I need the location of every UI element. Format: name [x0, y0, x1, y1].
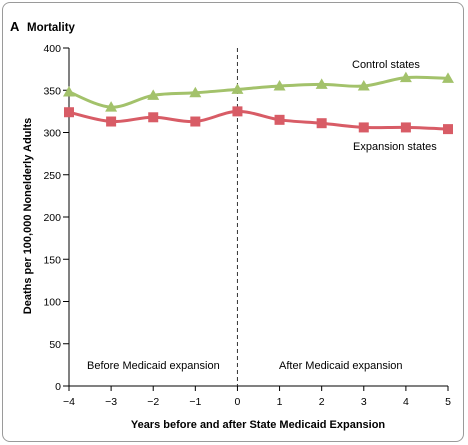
- control-states-point: [273, 80, 286, 91]
- expansion-states-point: [358, 122, 369, 133]
- expansion-states-point: [274, 114, 285, 125]
- y-tick-label: 50: [49, 339, 61, 351]
- expansion-states-point: [232, 106, 243, 117]
- x-tick-label: 3: [361, 396, 367, 408]
- y-tick-label: 300: [43, 128, 61, 140]
- series-layer: [63, 71, 454, 135]
- y-tick-label: 250: [43, 170, 61, 182]
- y-tick-label: 200: [43, 212, 61, 224]
- y-tick-label: 150: [43, 254, 61, 266]
- x-tick-label: −2: [147, 396, 159, 408]
- x-tick-label: 2: [319, 396, 325, 408]
- expansion-states-point: [190, 116, 201, 127]
- y-tick-label: 400: [43, 43, 61, 55]
- y-tick-label: 0: [55, 381, 61, 393]
- y-axis-title: Deaths per 100,000 Nonelderly Adults: [22, 118, 34, 314]
- after-expansion-label: After Medicaid expansion: [279, 360, 403, 372]
- expansion-states-point: [400, 122, 411, 133]
- expansion-series-label: Expansion states: [353, 141, 437, 153]
- control-states-point: [189, 86, 202, 98]
- y-ticks: 0 50 100 150 200 250 300 350 400: [43, 43, 69, 393]
- expansion-states-line: [68, 109, 449, 131]
- control-series-label: Control states: [352, 59, 420, 71]
- axes: [68, 48, 448, 387]
- y-tick-label: 350: [43, 85, 61, 97]
- x-tick-label: 5: [445, 396, 451, 408]
- x-axis-title: Years before and after State Medicaid Ex…: [131, 419, 386, 431]
- x-tick-label: 4: [403, 396, 409, 408]
- control-states-line: [68, 75, 449, 109]
- expansion-states-point: [316, 118, 327, 129]
- control-states-point: [315, 78, 328, 89]
- control-states-point: [231, 83, 244, 94]
- y-tick-label: 100: [43, 297, 61, 309]
- control-states-point: [105, 101, 118, 112]
- x-tick-label: 1: [277, 396, 283, 408]
- x-ticks: −4 −3 −2 −1 0 1 2 3 4 5: [63, 386, 451, 408]
- panel-title: Mortality: [27, 22, 76, 34]
- before-expansion-label: Before Medicaid expansion: [87, 360, 220, 372]
- control-states-point: [63, 85, 75, 97]
- panel-letter: A: [10, 19, 20, 34]
- expansion-states-point: [106, 116, 117, 127]
- x-tick-label: 0: [235, 396, 241, 408]
- control-states-point: [442, 72, 454, 83]
- control-states-point: [357, 80, 370, 91]
- expansion-states-point: [443, 124, 453, 135]
- figure-frame: [2, 2, 464, 442]
- expansion-states-point: [148, 112, 159, 123]
- x-tick-label: −3: [105, 396, 117, 408]
- expansion-states-point: [64, 107, 74, 118]
- control-states-point: [147, 89, 160, 100]
- x-tick-label: −1: [189, 396, 201, 408]
- x-tick-label: −4: [63, 396, 75, 408]
- control-states-point: [399, 71, 412, 83]
